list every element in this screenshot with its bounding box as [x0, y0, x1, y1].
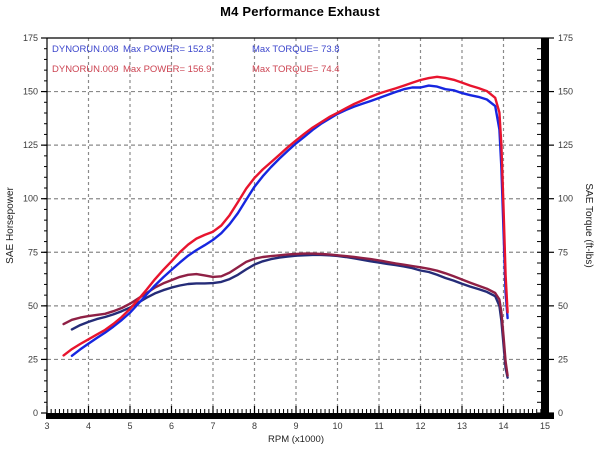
svg-text:12: 12 — [415, 421, 425, 431]
svg-text:7: 7 — [210, 421, 215, 431]
run008-max-torque: Max TORQUE= 73.8 — [252, 44, 340, 55]
svg-text:100: 100 — [558, 194, 573, 204]
run009-max-torque: Max TORQUE= 74.4 — [252, 64, 340, 75]
svg-text:3: 3 — [44, 421, 49, 431]
svg-text:25: 25 — [558, 354, 568, 364]
svg-text:4: 4 — [86, 421, 91, 431]
svg-text:75: 75 — [28, 247, 38, 257]
run008-max-power: Max POWER= 152.8 — [123, 44, 212, 55]
svg-text:150: 150 — [558, 87, 573, 97]
svg-text:0: 0 — [33, 408, 38, 418]
svg-text:14: 14 — [498, 421, 508, 431]
run009-max-power: Max POWER= 156.9 — [123, 64, 212, 75]
svg-text:100: 100 — [23, 194, 38, 204]
curves — [62, 75, 509, 379]
run008-file-label: DYNORUN.008 — [52, 44, 119, 55]
page-title: M4 Performance Exhaust — [220, 4, 380, 19]
svg-text:25: 25 — [28, 354, 38, 364]
svg-text:150: 150 — [23, 87, 38, 97]
svg-text:50: 50 — [558, 301, 568, 311]
dynorun-008-power-curve — [70, 84, 509, 357]
bottom-axis: 3 4 5 6 7 8 9 10 11 12 13 14 15 RPM (x1000) — [44, 406, 550, 445]
dynorun-008-torque-curve — [70, 253, 509, 379]
svg-text:10: 10 — [332, 421, 342, 431]
run009-file-label: DYNORUN.009 — [52, 64, 119, 75]
svg-text:5: 5 — [127, 421, 132, 431]
svg-text:125: 125 — [23, 140, 38, 150]
gridlines — [47, 38, 548, 413]
svg-text:175: 175 — [23, 33, 38, 43]
left-axis-label: SAE Horsepower — [5, 186, 16, 263]
svg-text:13: 13 — [457, 421, 467, 431]
svg-text:15: 15 — [540, 421, 550, 431]
svg-text:50: 50 — [28, 301, 38, 311]
legend-row-run009: DYNORUN.009 Max POWER= 156.9 Max TORQUE=… — [0, 64, 600, 76]
x-axis-label: RPM (x1000) — [268, 434, 324, 445]
right-axis-label: SAE Torque (ft-lbs) — [583, 183, 594, 267]
svg-text:75: 75 — [558, 247, 568, 257]
right-axis: 0 25 50 75 100 125 150 175 — [537, 33, 573, 418]
left-axis: 0 25 50 75 100 125 150 175 — [23, 33, 47, 418]
svg-text:11: 11 — [374, 421, 383, 431]
svg-text:0: 0 — [558, 408, 563, 418]
svg-text:125: 125 — [558, 140, 573, 150]
svg-text:175: 175 — [558, 33, 573, 43]
legend-row-run008: DYNORUN.008 Max POWER= 152.8 Max TORQUE=… — [0, 44, 600, 56]
svg-text:8: 8 — [252, 421, 257, 431]
dynorun-009-power-curve — [62, 75, 509, 357]
svg-text:6: 6 — [169, 421, 174, 431]
plot-frame — [46, 37, 554, 419]
svg-text:9: 9 — [293, 421, 298, 431]
